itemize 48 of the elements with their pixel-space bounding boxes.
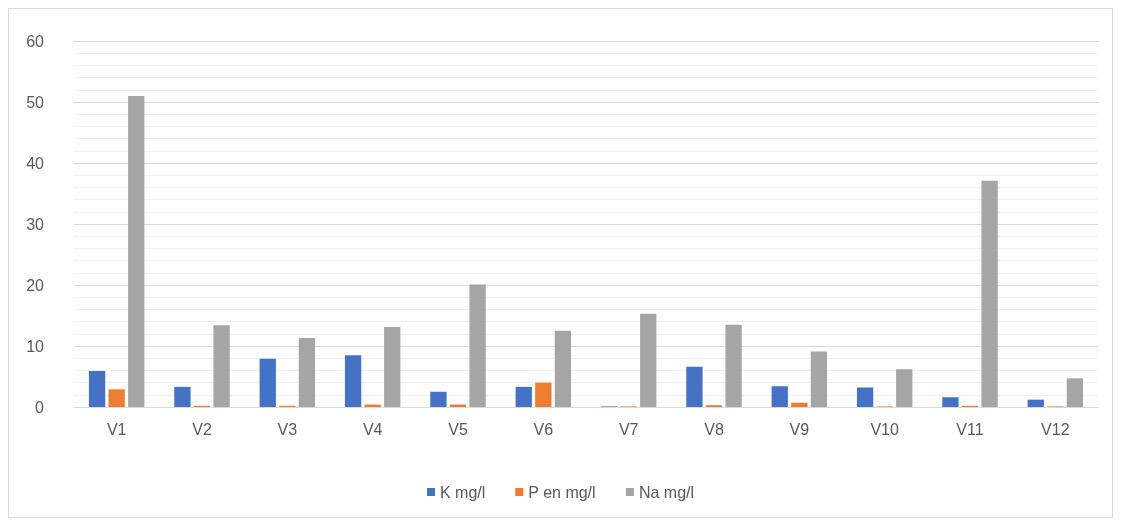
y-tick-label: 60 [26,32,45,50]
bar [344,355,362,407]
bar [1027,399,1044,407]
bar [88,371,106,407]
x-tick-label: V2 [192,420,212,438]
x-tick-label: V10 [870,420,899,438]
bar [1066,378,1084,407]
x-tick-label: V12 [1041,420,1070,438]
bar [259,358,276,407]
bar [108,389,125,407]
bar [430,391,447,407]
bar [384,327,401,407]
y-tick-label: 20 [26,276,45,294]
bar [535,382,552,407]
legend-label: P en mg/l [528,483,596,501]
bar [725,324,742,407]
x-tick-label: V3 [277,420,298,438]
bar [896,369,913,407]
bar [128,95,145,407]
y-tick-label: 30 [26,215,45,233]
bar [554,330,572,407]
legend-label: K mg/l [439,483,486,501]
legend-label: Na mg/l [638,483,695,501]
bar [174,386,191,407]
bar [298,338,316,407]
x-tick-label: V7 [618,420,639,438]
y-tick-label: 40 [26,154,45,172]
x-tick-label: V1 [106,420,127,438]
y-tick-label: 0 [35,398,45,416]
x-tick-label: V9 [789,420,810,438]
y-tick-label: 10 [26,337,45,355]
bar [942,397,959,407]
x-tick-label: V5 [448,420,468,438]
x-tick-label: V11 [956,420,984,438]
y-tick-label: 50 [26,93,45,111]
x-tick-label: V4 [362,420,383,438]
bar [515,386,532,407]
bar [856,387,874,407]
bar [791,402,808,407]
bar [981,180,998,407]
bar [213,325,230,407]
bar [686,366,703,407]
x-tick-label: V6 [533,420,554,438]
bar [771,386,788,407]
bar [640,313,657,407]
bar [810,351,828,407]
x-tick-label: V8 [704,420,724,438]
bar [469,284,486,407]
